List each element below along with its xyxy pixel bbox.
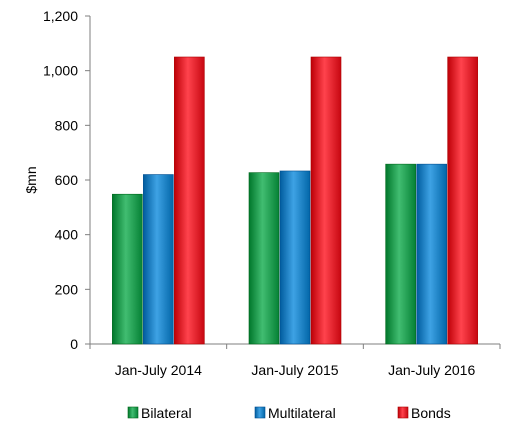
y-tick-label: 800 (55, 117, 79, 133)
bar-bonds-3 (447, 56, 478, 345)
y-axis-title: $mn (23, 166, 39, 193)
y-tick-label: 1,000 (43, 63, 78, 79)
legend-label-multilateral: Multilateral (268, 405, 336, 421)
x-tick-label: Jan-July 2014 (115, 362, 202, 378)
bar-multilateral-2 (279, 170, 311, 345)
legend: Bilateral Multilateral Bonds (127, 405, 451, 421)
bar-bilateral-2 (248, 172, 280, 345)
bar-multilateral-1 (143, 174, 174, 345)
y-tick-label: 200 (55, 281, 79, 297)
legend-swatch-bonds (397, 406, 409, 419)
bars (112, 56, 478, 345)
legend-label-bonds: Bonds (411, 405, 451, 421)
bar-bilateral-1 (112, 193, 143, 345)
y-tick-label: 0 (70, 336, 78, 352)
legend-swatch-multilateral (254, 406, 266, 419)
bar-bilateral-3 (385, 163, 416, 345)
bar-bonds-2 (310, 56, 342, 345)
y-tick-label: 1,200 (43, 8, 78, 24)
bar-multilateral-3 (416, 163, 447, 345)
labels: 0 200 400 600 800 1,000 1,200 $mn Jan-July 2014 J… (23, 8, 475, 378)
x-tick-label: Jan-July 2015 (251, 362, 338, 378)
legend-swatch-bilateral (127, 406, 139, 419)
y-tick-label: 600 (55, 172, 79, 188)
legend-label-bilateral: Bilateral (141, 405, 192, 421)
bar-bonds-1 (174, 56, 205, 345)
y-tick-label: 400 (55, 227, 79, 243)
x-tick-label: Jan-July 2016 (388, 362, 475, 378)
